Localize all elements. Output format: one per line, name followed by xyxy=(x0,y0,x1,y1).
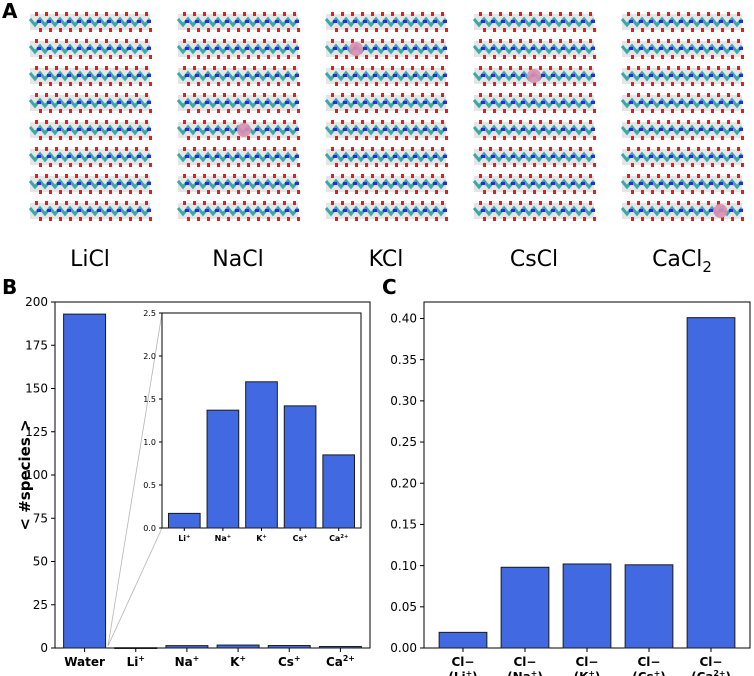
structure-label-4: CsCl xyxy=(510,247,558,272)
chart-b-bar-1 xyxy=(63,313,107,649)
chart-b-inset-xtick-label: Na+ xyxy=(215,534,231,543)
chart-c-bar-1 xyxy=(438,631,488,649)
structure-label-2: NaCl xyxy=(212,247,263,272)
chart-c-xtick-label-2: (K+) xyxy=(574,669,601,676)
chart-c-xtick-label: Cl− xyxy=(638,655,661,669)
structure-image-5: CaCl2 xyxy=(620,12,744,276)
chart-b-inset-ytick-label: 0.5 xyxy=(143,481,156,490)
structure-image-2: NaCl xyxy=(176,12,300,272)
chart-c-xtick-label: Cl− xyxy=(514,655,537,669)
structure-label-5: CaCl2 xyxy=(652,247,712,276)
chart-c-bar-5 xyxy=(686,317,736,649)
chart-b-ylabel: < #species > xyxy=(16,419,34,530)
chart-b-inset: 0.0 0.5 1.0 1.5 2.0 2.5 Li+ Na+ K+ Cs+ Ca2+ xyxy=(107,309,362,647)
chart-b-xtick-label: Cs+ xyxy=(278,654,301,669)
chart-c-ytick-label: 0.35 xyxy=(390,353,417,367)
chart-c-ytick-label: 0.10 xyxy=(390,559,417,573)
chart-b-inset-xtick-label: K+ xyxy=(256,534,267,543)
chart-b-ytick-label: 200 xyxy=(25,295,48,309)
structure-image-3: KCl xyxy=(324,12,448,272)
chart-c-ytick-label: 0.15 xyxy=(390,518,417,532)
chart-c-xtick-label: Cl− xyxy=(452,655,475,669)
chart-c-ytick-label: 0.05 xyxy=(390,600,417,614)
chart-b-bar-5 xyxy=(267,645,311,649)
chart-b-ytick-label: 50 xyxy=(33,555,48,569)
chart-b-xtick-label: Ca2+ xyxy=(326,654,355,669)
chart-c-ytick-label: 0.20 xyxy=(390,476,417,490)
chart-b-inset-ytick-label: 0.0 xyxy=(143,524,156,533)
structure-label-3: KCl xyxy=(369,247,404,272)
chart-b-inset-bar-3 xyxy=(245,381,278,529)
structure-image-1: LiCl xyxy=(28,12,152,272)
chart-b-inset-xtick-label: Cs+ xyxy=(293,534,308,543)
chart-b-xtick-label: Li+ xyxy=(127,654,145,669)
chart-b-inset-bar-5 xyxy=(322,454,356,529)
chart-b-inset-ytick-label: 2.5 xyxy=(143,309,156,318)
panel-label-c: C xyxy=(382,275,397,299)
chart-b-bar-3 xyxy=(165,645,209,649)
chart-c-xtick-label: Cl− xyxy=(576,655,599,669)
chart-b-ytick-label: 0 xyxy=(40,641,48,655)
chart-c-bar-4 xyxy=(624,564,674,649)
inset-connector-top xyxy=(107,312,163,647)
chart-b-inset-bar-1 xyxy=(167,512,201,529)
chart-b-bar-4 xyxy=(216,644,260,649)
structure-image-4: CsCl xyxy=(472,12,596,272)
chart-c-bar-2 xyxy=(500,566,550,649)
panel-label-b: B xyxy=(2,275,17,299)
chart-b-inset-ytick-label: 1.0 xyxy=(143,438,156,447)
chart-b-ytick-label: 175 xyxy=(25,338,48,352)
chart-b-ytick-label: 25 xyxy=(33,598,48,612)
chart-c-xtick-label-2: (Na+) xyxy=(507,669,543,676)
panel-a-structures: LiCl NaCl KCl CsCl CaCl2 xyxy=(28,12,744,276)
chart-b-xtick-label: Water xyxy=(64,655,105,669)
chart-c-ytick-label: 0.30 xyxy=(390,394,417,408)
chart-c-xtick-label-2: (Li+) xyxy=(448,669,477,676)
chart-b-inset-ytick-label: 1.5 xyxy=(143,395,156,404)
chart-b-inset-xtick-label: Li+ xyxy=(178,534,190,543)
chart-c-ytick-label: 0.40 xyxy=(390,312,417,326)
chart-b-ytick-label: 125 xyxy=(25,425,48,439)
structure-label-1: LiCl xyxy=(70,247,110,272)
inset-connector-bottom xyxy=(107,527,163,647)
chart-c-chloride-count: 0.000.050.100.150.200.250.300.350.40Cl−(… xyxy=(390,301,751,676)
chart-b-inset-bar-4 xyxy=(283,405,317,529)
chart-c-xtick-label-2: (Cs+) xyxy=(632,669,665,676)
chart-b-inset-xtick-label: Ca2+ xyxy=(329,534,348,543)
chart-b-bar-6 xyxy=(318,646,362,649)
chart-b-xtick-label: K+ xyxy=(230,654,246,669)
chart-b-xtick-label: Na+ xyxy=(175,654,200,669)
chart-c-bar-3 xyxy=(562,563,612,649)
chart-c-xtick-label-2: (Ca2+) xyxy=(691,669,731,676)
panel-label-a: A xyxy=(2,0,18,23)
chart-b-ytick-label: 100 xyxy=(25,468,48,482)
chart-c-ytick-label: 0.00 xyxy=(390,641,417,655)
chart-b-ytick-label: 150 xyxy=(25,382,48,396)
chart-c-xtick-label: Cl− xyxy=(700,655,723,669)
chart-b-inset-bar-2 xyxy=(206,409,240,529)
chart-b-inset-ytick-label: 2.0 xyxy=(143,352,156,361)
chart-b-ytick-label: 75 xyxy=(33,511,48,525)
chart-c-ytick-label: 0.25 xyxy=(390,435,417,449)
